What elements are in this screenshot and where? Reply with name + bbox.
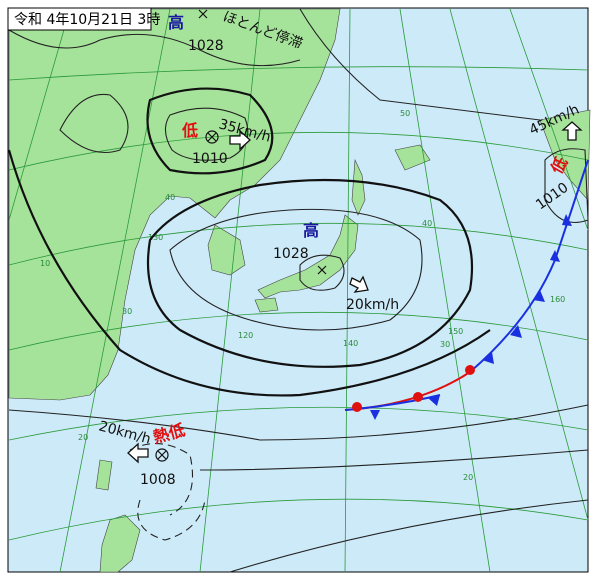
latitude-line — [8, 66, 589, 81]
isobars — [7, 8, 589, 573]
grid-label: 40 — [165, 193, 175, 202]
grid-label: 40 — [422, 219, 432, 228]
system-kind: 高 — [303, 221, 319, 240]
grid-label: 130 — [148, 233, 163, 242]
grid-label: 150 — [448, 327, 463, 336]
title-box — [7, 7, 152, 31]
speed: 20km/h — [346, 297, 399, 313]
system-kind: 高 — [168, 13, 184, 32]
pressure: 1008 — [140, 472, 176, 488]
grid-label: 20 — [78, 433, 88, 442]
grid-labels: 50 40 40 30 30 20 20 10 120 130 140 150 … — [40, 109, 565, 482]
grid-label: 10 — [40, 259, 50, 268]
front — [344, 159, 589, 420]
longitude-line — [399, 8, 491, 573]
longitude-line — [59, 8, 171, 573]
centers — [155, 9, 327, 462]
grid-label: 30 — [440, 340, 450, 349]
arrows — [127, 121, 583, 464]
latitude-line — [8, 311, 589, 351]
pressure: 1028 — [188, 38, 224, 54]
pressure: 1010 — [192, 151, 228, 167]
pressure: 1028 — [273, 246, 309, 262]
grid-label: 50 — [400, 109, 410, 118]
grid-label: 160 — [550, 295, 565, 304]
grid-label: 140 — [343, 339, 358, 348]
grid-label: 120 — [238, 331, 253, 340]
latitude-line — [8, 406, 589, 441]
grid-label: 20 — [463, 473, 473, 482]
longitude-line — [509, 8, 589, 231]
longitude-line — [449, 8, 589, 521]
longitude-line — [199, 8, 261, 573]
latitude-line — [8, 131, 589, 171]
system-kind: 低 — [181, 121, 198, 140]
grid-label: 30 — [122, 307, 132, 316]
grid-lines — [8, 8, 589, 573]
map-title: 令和 4年10月21日 3時 — [14, 12, 160, 28]
latitude-line — [8, 498, 589, 541]
latitude-line — [8, 222, 589, 266]
longitude-line — [344, 8, 351, 573]
